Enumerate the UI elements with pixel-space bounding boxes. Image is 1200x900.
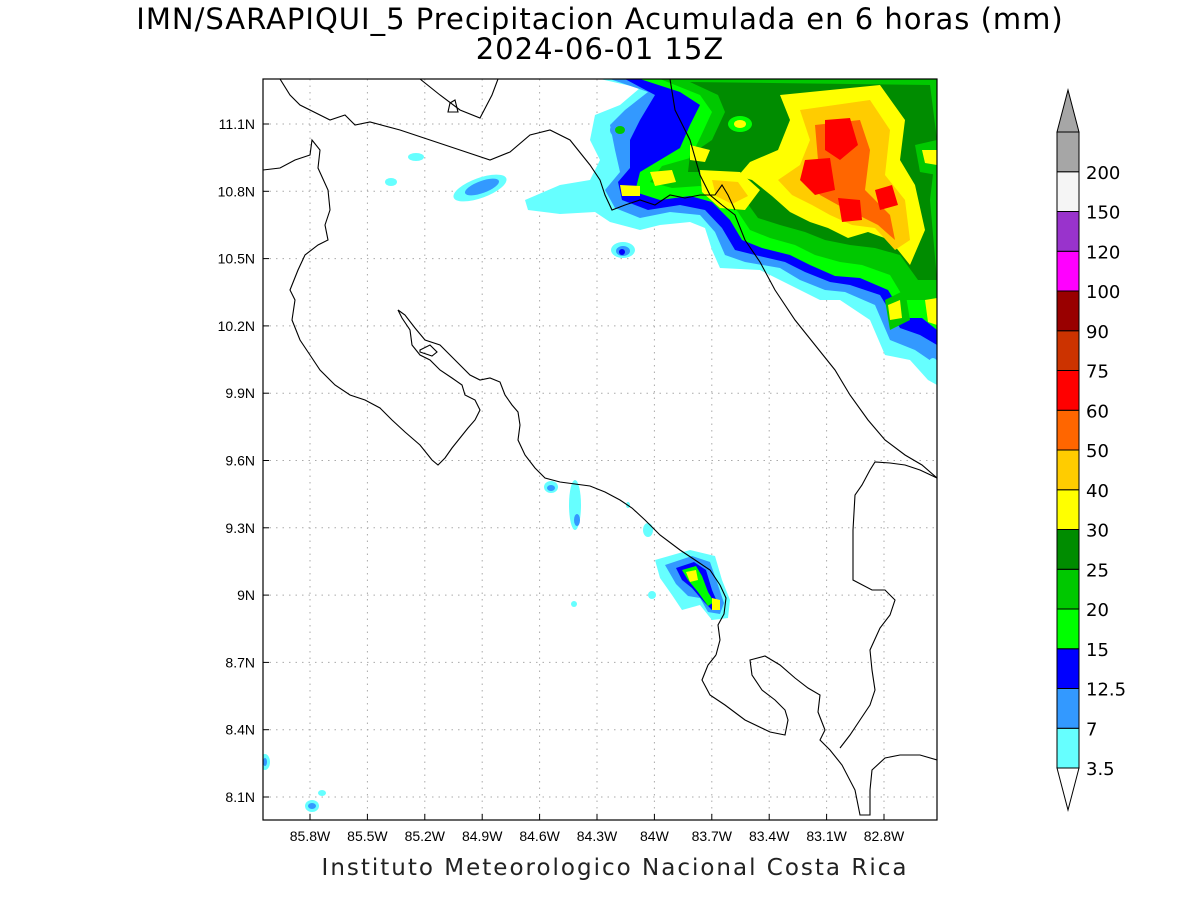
lon-tick-label: 84.9W [462, 828, 503, 844]
colorbar-label: 25 [1086, 560, 1109, 581]
lon-tick-label: 84.6W [519, 828, 560, 844]
rain-area-northeast [525, 79, 937, 385]
island-marker [447, 99, 459, 113]
colorbar-label: 200 [1086, 163, 1120, 184]
map-title: IMN/SARAPIQUI_5 Precipitacion Acumulada … [136, 2, 1064, 36]
lat-tick-label: 11.1N [219, 116, 255, 132]
precipitation-field [263, 79, 937, 812]
colorbar-swatch [1056, 568, 1080, 610]
colorbar-label: 100 [1086, 282, 1120, 303]
colorbar-under-triangle [1056, 767, 1080, 812]
lat-tick-label: 8.1N [225, 789, 255, 805]
lon-tick-label: 83.1W [806, 828, 847, 844]
colorbar-swatch [1056, 608, 1080, 650]
lon-tick-label: 85.5W [347, 828, 388, 844]
lon-tick-label: 84W [640, 828, 670, 844]
lat-tick-label: 10.2N [218, 318, 255, 334]
colorbar-label: 7 [1086, 719, 1097, 740]
colorbar-swatch [1056, 211, 1080, 252]
colorbar-legend: 3.5 7 12.5 15 20 25 30 40 50 60 75 90 100 120 150 200 [1056, 88, 1126, 812]
lon-tick-label: 84.3W [577, 828, 618, 844]
lat-tick-label: 10.5N [218, 251, 255, 267]
colorbar-label: 20 [1086, 600, 1109, 621]
caribbean-coast [721, 204, 937, 479]
colorbar-label: 15 [1086, 640, 1109, 661]
colorbar-label: 120 [1086, 242, 1120, 263]
rain-cells-south [263, 358, 937, 812]
lat-tick-label: 9N [237, 587, 255, 603]
lon-tick-label: 83.7W [692, 828, 733, 844]
colorbar-swatch [1056, 648, 1080, 689]
rain-cells-north [385, 116, 752, 258]
lat-tick-label: 9.6N [225, 453, 255, 469]
colorbar-swatch [1056, 171, 1080, 212]
colorbar-label: 50 [1086, 441, 1109, 462]
colorbar-label: 90 [1086, 322, 1109, 343]
border-north [669, 79, 723, 206]
map-axes: 85.8W 85.5W 85.2W 84.9W 84.6W 84.3W 84W 83.7W 83… [218, 116, 905, 844]
chira-island [419, 344, 438, 357]
colorbar-over-triangle [1056, 88, 1080, 133]
coastlines-borders [263, 79, 937, 816]
colorbar-label: 150 [1086, 203, 1120, 224]
map-subtitle-datetime: 2024-06-01 15Z [475, 32, 725, 66]
gulf-of-nicoya [397, 309, 727, 656]
colorbar-label: 3.5 [1086, 759, 1115, 780]
colorbar-swatch [1056, 409, 1080, 451]
credit-text: Instituto Meteorologico Nacional Costa R… [321, 855, 909, 881]
pacific-coast-north [263, 138, 481, 466]
lat-tick-label: 9.9N [225, 385, 255, 401]
lon-tick-label: 83.4W [749, 828, 790, 844]
colorbar-swatch [1056, 489, 1080, 530]
colorbar-swatch [1056, 529, 1080, 570]
osa-peninsula [701, 654, 937, 816]
lon-tick-label: 85.2W [405, 828, 446, 844]
colorbar-swatch [1056, 250, 1080, 292]
colorbar-label: 75 [1086, 362, 1109, 383]
panama-border [839, 461, 937, 749]
colorbar-swatch [1056, 727, 1080, 769]
colorbar-swatch [1056, 330, 1080, 371]
colorbar-swatch [1056, 290, 1080, 332]
colorbar-label: 30 [1086, 521, 1109, 542]
northern-border [279, 79, 736, 211]
colorbar-label: 40 [1086, 481, 1109, 502]
map-frame [262, 78, 938, 821]
colorbar-swatch [1056, 449, 1080, 491]
colorbar-swatch [1056, 688, 1080, 729]
colorbar-label: 12.5 [1086, 680, 1126, 701]
lake-shore [419, 79, 499, 119]
lat-tick-label: 9.3N [225, 520, 255, 536]
lon-tick-label: 85.8W [290, 828, 331, 844]
lon-tick-label: 82.8W [864, 828, 905, 844]
lat-tick-label: 10.8N [218, 183, 255, 199]
colorbar-label: 60 [1086, 401, 1109, 422]
colorbar-swatch [1056, 131, 1080, 173]
colorbar-swatch [1056, 370, 1080, 411]
lat-tick-label: 8.4N [225, 722, 255, 738]
lat-tick-label: 8.7N [225, 654, 255, 670]
